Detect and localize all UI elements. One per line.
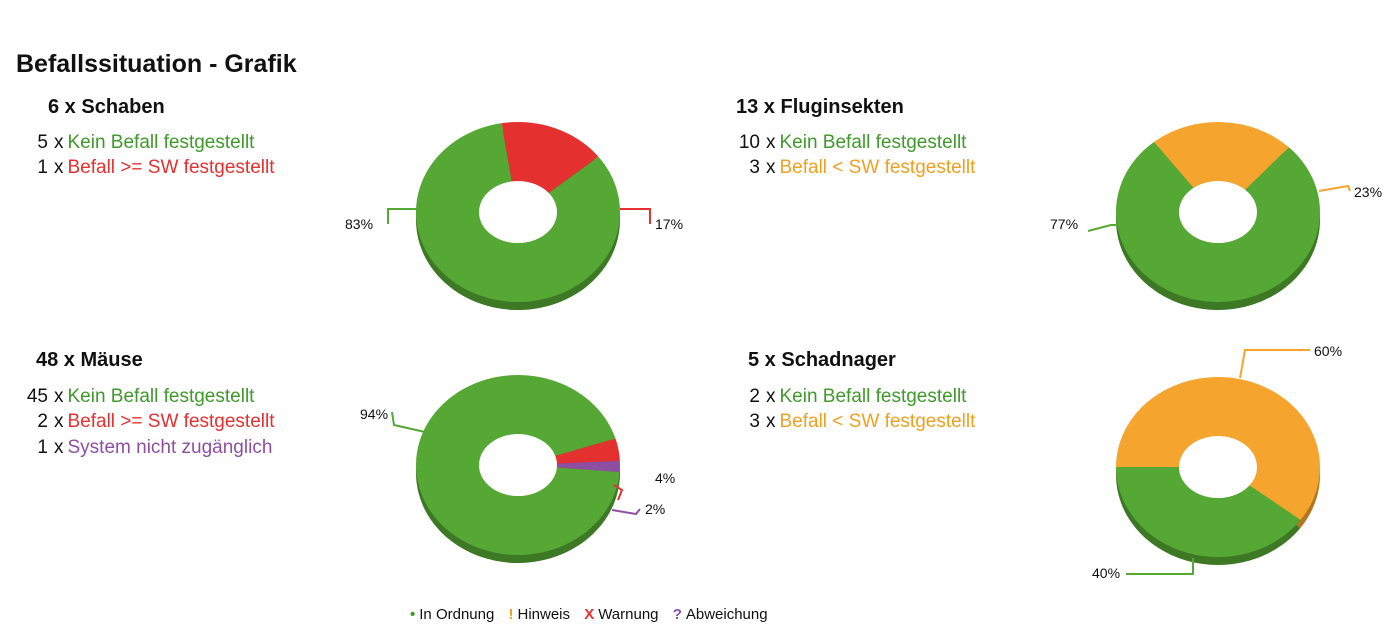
row-label: Kein Befall festgestellt xyxy=(779,132,967,153)
slice-leader-line xyxy=(1087,224,1117,232)
panel-row: 2 x Kein Befall festgestellt xyxy=(749,386,967,407)
donut-hole xyxy=(479,181,557,243)
slice-data-label: 60% xyxy=(1314,343,1342,359)
donut-chart-4: 40% 60% xyxy=(1092,343,1342,581)
row-label: Befall < SW festgestellt xyxy=(779,157,976,178)
donut-slice xyxy=(556,460,620,473)
donut-slice xyxy=(555,438,620,464)
slice-data-label: 23% xyxy=(1354,184,1382,200)
chart-legend: • In Ordnung ! Hinweis X Warnung ? Abweichun… xyxy=(410,606,778,623)
row-label: System nicht zugänglich xyxy=(67,437,273,458)
panel-title-maeuse: 48 x Mäuse xyxy=(36,349,143,371)
panel-title-schaben: 6 x Schaben xyxy=(48,96,165,118)
donut-chart-2: 77% 23% xyxy=(1050,122,1382,311)
panel-row: 3 x Befall < SW festgestellt xyxy=(749,157,976,178)
panel-title-fluginsekten: 13 x Fluginsekten xyxy=(736,96,904,118)
panel-row: 45 x Kein Befall festgestellt xyxy=(26,386,255,407)
slice-data-label: 2% xyxy=(645,501,665,517)
donut-slice xyxy=(415,374,620,555)
donut-hole xyxy=(479,434,557,496)
donut-hole xyxy=(1179,436,1257,498)
donut-chart-3: 94% 4% 2% xyxy=(360,374,675,563)
slice-data-label: 83% xyxy=(345,216,373,232)
donut-slice xyxy=(415,123,620,302)
donut-slice xyxy=(1116,141,1321,303)
panel-row: 10 x Kein Befall festgestellt xyxy=(738,132,967,153)
slice-leader-line xyxy=(387,208,417,224)
donut-chart-1: 83% 17% xyxy=(345,122,683,310)
slice-data-label: 77% xyxy=(1050,216,1078,232)
slice-leader-line xyxy=(611,508,641,516)
page-title: Befallssituation - Grafik xyxy=(16,50,297,78)
slice-leader-line xyxy=(391,411,426,433)
slice-data-label: 94% xyxy=(360,406,388,422)
panel-row: 2 x Befall >= SW festgestellt xyxy=(37,411,275,432)
slice-leader-line xyxy=(1239,349,1310,379)
slice-data-label: 40% xyxy=(1092,565,1120,581)
slice-data-label: 17% xyxy=(655,216,683,232)
row-label: Befall >= SW festgestellt xyxy=(67,157,275,178)
slice-leader-line xyxy=(1126,558,1194,575)
row-label: Kein Befall festgestellt xyxy=(67,132,255,153)
panel-row: 5 x Kein Befall festgestellt xyxy=(37,132,255,153)
slice-leader-line xyxy=(613,484,624,501)
donut-slice xyxy=(1116,377,1321,520)
row-label: Befall < SW festgestellt xyxy=(779,411,976,432)
legend-item-hinweis: ! Hinweis xyxy=(508,606,571,623)
row-label: Kein Befall festgestellt xyxy=(779,386,967,407)
donut-slice xyxy=(1116,467,1301,558)
panel-row: 3 x Befall < SW festgestellt xyxy=(749,411,976,432)
donut-slice xyxy=(501,122,599,193)
row-label: Kein Befall festgestellt xyxy=(67,386,255,407)
legend-item-warnung: X Warnung xyxy=(584,606,659,623)
slice-leader-line xyxy=(620,208,651,224)
legend-item-in-ordnung: • In Ordnung xyxy=(410,606,495,623)
row-label: Befall >= SW festgestellt xyxy=(67,411,275,432)
panel-title-schadnager: 5 x Schadnager xyxy=(748,349,896,371)
panel-row: 1 x System nicht zugänglich xyxy=(37,437,273,458)
panel-row: 1 x Befall >= SW festgestellt xyxy=(37,157,275,178)
donut-hole xyxy=(1179,181,1257,243)
slice-leader-line xyxy=(1318,184,1351,192)
slice-data-label: 4% xyxy=(655,470,675,486)
donut-slice xyxy=(1154,122,1289,190)
legend-item-abweichung: ? Abweichung xyxy=(672,606,768,623)
